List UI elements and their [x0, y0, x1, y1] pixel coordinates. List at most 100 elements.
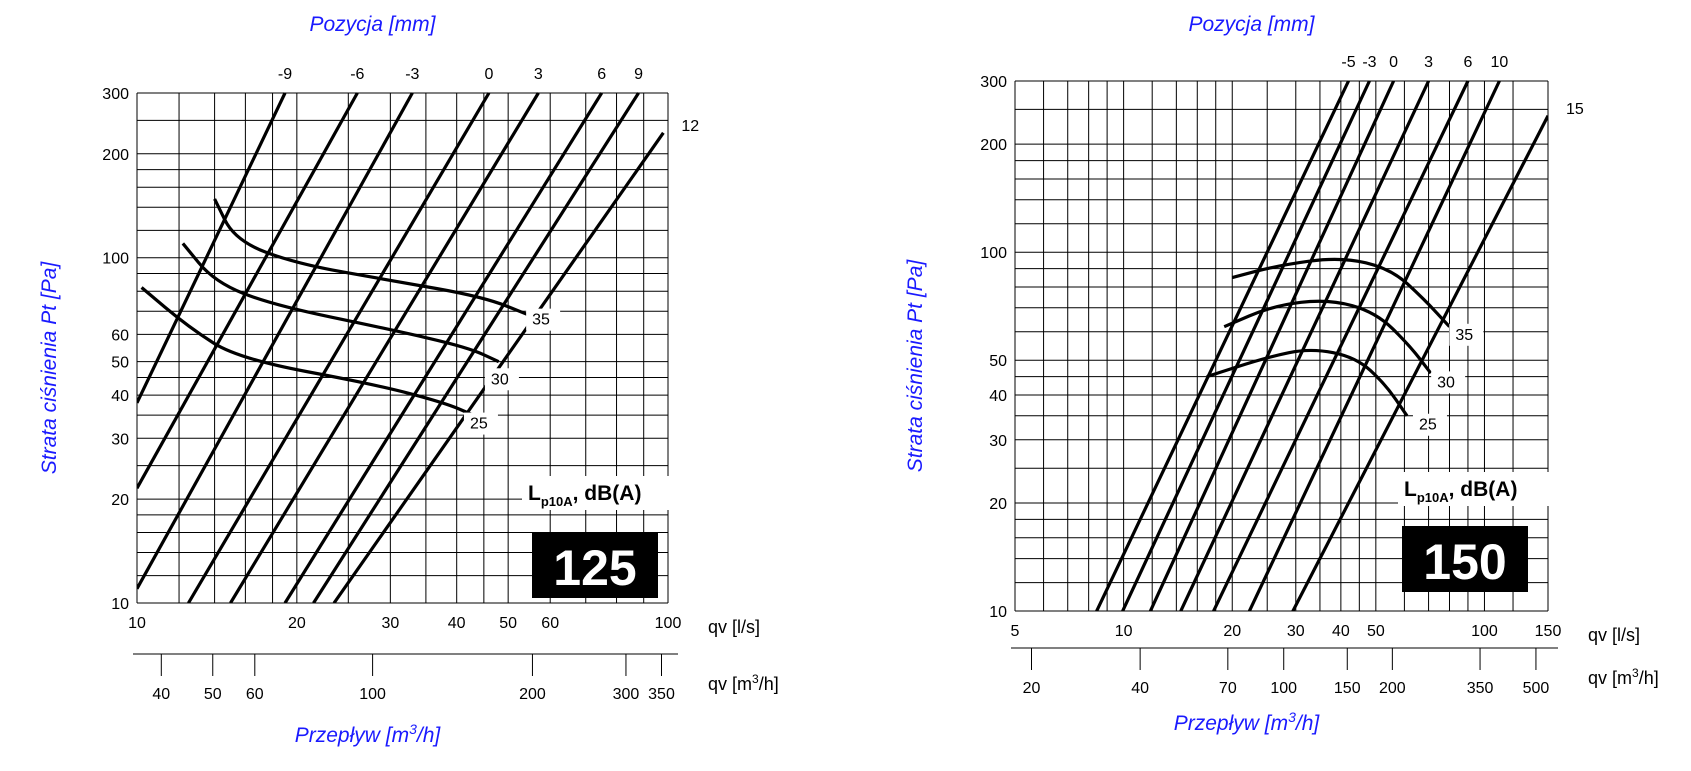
position-line-6	[1211, 80, 1470, 611]
y-tick-label: 40	[989, 388, 1007, 405]
noise-curves	[1206, 257, 1451, 417]
position-line--9	[137, 92, 287, 404]
x-tick-label: 100	[1471, 623, 1498, 640]
unit-ls: qv [l/s]	[1588, 625, 1640, 645]
x-tick-label: 20	[288, 615, 306, 632]
noise-label-25: 25	[1419, 417, 1437, 434]
x-axis-label: Przepływ [m3/h]	[295, 721, 442, 747]
noise-curve-30	[181, 242, 500, 364]
noise-label-25: 25	[470, 416, 488, 433]
x-tick-label: 50	[499, 615, 517, 632]
position-line-10	[1247, 80, 1501, 611]
legend-label-base: L	[1404, 478, 1417, 501]
position-label-9: 9	[634, 66, 643, 83]
m3h-tick-label: 100	[359, 686, 386, 703]
legend-label-sub: p10A	[1417, 490, 1449, 505]
m3h-tick-label: 50	[204, 686, 222, 703]
m3h-axis: 20 40 70 100 150 200 350 500	[1011, 647, 1558, 697]
legend-bg	[1398, 472, 1554, 506]
noise-label-30: 30	[1437, 374, 1455, 391]
m3h-tick-label: 350	[648, 686, 675, 703]
x-tick-label: 30	[1287, 623, 1305, 640]
position-label-6: 6	[597, 66, 606, 83]
position-line-15	[1291, 115, 1548, 611]
noise-label-bg	[484, 368, 519, 391]
legend-label: Lp10A, dB(A)	[528, 482, 641, 509]
position-line--5	[1094, 80, 1350, 611]
y-tick-label: 100	[980, 245, 1007, 262]
position-line-3	[229, 92, 540, 603]
size-label: 125	[553, 540, 636, 596]
y-tick-label: 30	[111, 431, 129, 448]
noise-curve-35	[213, 198, 531, 318]
noise-label-bg	[1412, 413, 1447, 436]
x-axis-label-sup: 3	[409, 721, 417, 737]
unit-m3h-base: qv [m	[708, 674, 752, 694]
position-label--6: -6	[350, 66, 364, 83]
legend-bg	[522, 476, 678, 510]
unit-m3h: qv [m3/h]	[1588, 666, 1659, 688]
legend-label-end: , dB(A)	[1449, 478, 1518, 501]
position-line-3	[1179, 80, 1431, 611]
x-axis-label-base: Przepływ [m	[295, 724, 409, 747]
x-tick-label: 100	[655, 615, 682, 632]
position-lines	[137, 92, 665, 603]
noise-label-bg	[463, 412, 498, 435]
x-axis-label-sup: 3	[1288, 709, 1296, 725]
x-tick-label: 40	[1332, 623, 1350, 640]
y-tick-label: 300	[980, 74, 1007, 91]
x-axis-label: Przepływ [m3/h]	[1174, 709, 1321, 735]
noise-curve-25	[1206, 348, 1409, 417]
y-tick-label: 300	[102, 86, 129, 103]
x-tick-label: 30	[381, 615, 399, 632]
noise-label-bg	[526, 308, 561, 331]
x-tick-label: 5	[1011, 623, 1020, 640]
position-label-6: 6	[1463, 54, 1472, 71]
y-tick-label: 20	[111, 492, 129, 509]
y-tick-label: 100	[102, 251, 129, 268]
noise-label-35: 35	[1455, 327, 1473, 344]
position-line-9	[312, 92, 640, 603]
x-tick-label: 10	[128, 615, 146, 632]
size-box	[1402, 526, 1528, 592]
noise-label-35: 35	[532, 312, 550, 329]
position-label-12: 12	[681, 118, 699, 135]
position-label-0: 0	[1389, 54, 1398, 71]
y-tick-label: 20	[989, 496, 1007, 513]
noise-curve-30	[1223, 299, 1433, 375]
x-tick-label: 10	[1115, 623, 1133, 640]
noise-curves	[140, 198, 531, 417]
position-line-6	[283, 92, 604, 603]
noise-label-bg	[1449, 323, 1484, 346]
x-tick-label: 40	[448, 615, 466, 632]
chart-title: Pozycja [mm]	[1188, 13, 1315, 36]
unit-m3h-base: qv [m	[1588, 668, 1632, 688]
unit-m3h-sup: 3	[752, 672, 759, 686]
unit-ls: qv [l/s]	[708, 617, 760, 637]
position-label-0: 0	[484, 66, 493, 83]
chart-title: Pozycja [mm]	[309, 13, 436, 36]
noise-curve-35	[1231, 257, 1451, 328]
y-tick-label: 50	[111, 355, 129, 372]
position-label--9: -9	[278, 66, 292, 83]
unit-m3h-sup: 3	[1632, 666, 1639, 680]
x-tick-label: 50	[1367, 623, 1385, 640]
x-axis-label-end: /h]	[415, 724, 442, 747]
position-line--3	[137, 92, 414, 590]
m3h-tick-label: 20	[1023, 680, 1041, 697]
unit-m3h-end: /h]	[759, 674, 779, 694]
m3h-tick-label: 150	[1334, 680, 1361, 697]
x-tick-label: 150	[1535, 623, 1562, 640]
position-label--3: -3	[1362, 54, 1376, 71]
legend-label-base: L	[528, 482, 541, 505]
x-axis-label-end: /h]	[1294, 712, 1321, 735]
position-line--3	[1120, 80, 1371, 611]
m3h-tick-label: 40	[1131, 680, 1149, 697]
m3h-tick-label: 350	[1467, 680, 1494, 697]
position-label--5: -5	[1341, 54, 1355, 71]
noise-label-bg	[1431, 371, 1466, 394]
position-line--6	[137, 92, 359, 489]
